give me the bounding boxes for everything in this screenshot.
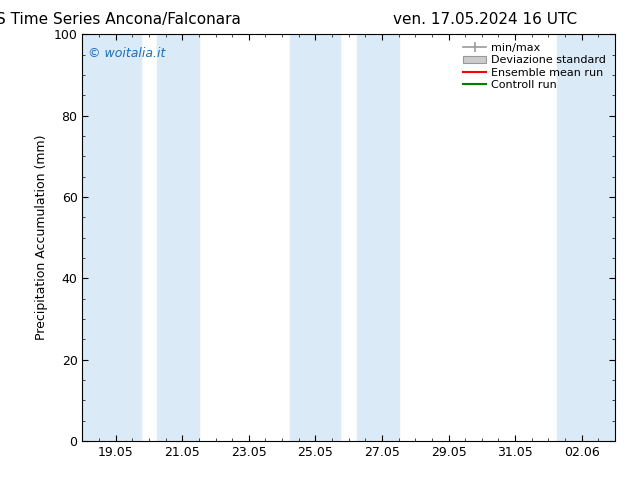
Bar [290,34,340,441]
Text: © woitalia.it: © woitalia.it [87,47,165,59]
Bar [357,34,399,441]
Text: ENS Time Series Ancona/Falconara: ENS Time Series Ancona/Falconara [0,12,241,27]
Y-axis label: Precipitation Accumulation (mm): Precipitation Accumulation (mm) [35,135,48,341]
Legend: min/max, Deviazione standard, Ensemble mean run, Controll run: min/max, Deviazione standard, Ensemble m… [460,40,609,93]
Text: ven. 17.05.2024 16 UTC: ven. 17.05.2024 16 UTC [393,12,577,27]
Bar [82,34,141,441]
Bar [157,34,199,441]
Bar [557,34,615,441]
